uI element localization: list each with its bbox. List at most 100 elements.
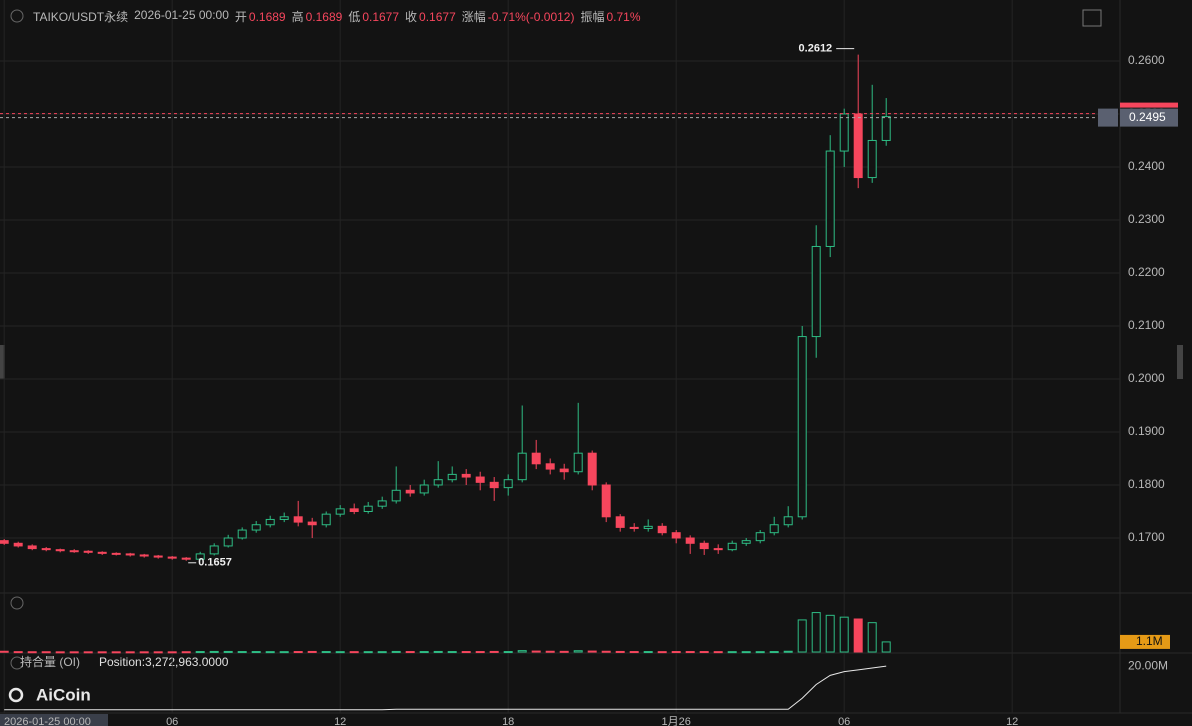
candle-body <box>307 521 317 526</box>
candle-body <box>839 113 849 152</box>
side-handle[interactable] <box>0 345 5 379</box>
candle-body <box>517 452 527 481</box>
volume-bar <box>237 651 247 654</box>
volume-bar <box>0 650 9 653</box>
collapse-icon[interactable] <box>10 596 24 610</box>
candle-body <box>573 452 583 473</box>
x-tick-label: 12 <box>1006 716 1018 726</box>
candle-body <box>867 139 877 179</box>
candle-body <box>181 557 191 560</box>
x-tick-label: 1月26 <box>662 716 691 726</box>
candle-body <box>741 540 751 544</box>
candle-body <box>27 545 37 550</box>
candle-body <box>125 553 135 556</box>
collapse-icon[interactable] <box>10 9 24 23</box>
candle-body <box>531 452 541 465</box>
volume-bar <box>97 651 107 654</box>
candle-body <box>671 532 681 539</box>
candle-body <box>419 484 429 494</box>
volume-bar <box>741 651 751 654</box>
volume-bar <box>461 651 471 654</box>
y-tick-label: 0.2400 <box>1128 159 1165 173</box>
candle-body <box>153 555 163 558</box>
volume-bar <box>377 651 387 654</box>
candle-body <box>489 481 499 489</box>
field-value: 0.1689 <box>305 10 343 24</box>
collapse-icon[interactable] <box>10 656 24 670</box>
field-value: 0.1689 <box>248 10 286 24</box>
volume-bar <box>769 651 779 654</box>
volume-bar <box>629 651 639 654</box>
candle-body <box>881 116 891 141</box>
logo-icon <box>8 687 24 703</box>
volume-bar <box>657 651 667 654</box>
volume-bar <box>279 651 289 654</box>
volume-bar <box>321 651 331 654</box>
volume-bar <box>517 650 527 653</box>
header-field: 低 0.1677 <box>348 8 399 25</box>
candle-body <box>643 525 653 529</box>
header-field: 收 0.1677 <box>405 8 456 25</box>
field-value: 0.1677 <box>362 10 400 24</box>
candle-body <box>167 556 177 559</box>
volume-bar <box>475 651 485 654</box>
field-value: -0.71%(-0.0012) <box>487 10 575 24</box>
candle-body <box>265 518 275 526</box>
volume-bar <box>251 651 261 654</box>
field-name: 振幅 <box>580 10 605 24</box>
candle-body <box>279 516 289 520</box>
volume-bar <box>685 651 695 654</box>
volume-bar <box>419 651 429 654</box>
candle-body <box>13 542 23 547</box>
symbol: TAIKO/USDT永续 <box>33 10 129 24</box>
candle-body <box>713 548 723 551</box>
y-tick-label: 0.1800 <box>1128 477 1165 491</box>
candle-body <box>699 542 709 550</box>
oi-line <box>4 665 887 711</box>
volume-bar <box>489 650 499 653</box>
candle-body <box>405 489 415 494</box>
candle-body <box>545 463 555 470</box>
volume-tick-box <box>1120 634 1170 649</box>
candle-body <box>0 540 9 544</box>
volume-bar <box>335 651 345 654</box>
volume-bar <box>69 651 79 654</box>
volume-bar <box>265 651 275 654</box>
candle-body <box>629 526 639 529</box>
volume-bar <box>181 651 191 654</box>
header-field: 涨幅 -0.71%(-0.0012) <box>462 8 575 25</box>
fullscreen-icon[interactable] <box>1082 9 1102 27</box>
x-tick-label: 06 <box>838 716 850 726</box>
volume-bar <box>83 651 93 654</box>
volume-bar <box>447 651 457 654</box>
volume-bar <box>363 651 373 654</box>
candle-body <box>783 516 793 526</box>
field-name: 收 <box>405 10 418 24</box>
candle-body <box>377 500 387 507</box>
candle-body <box>685 537 695 544</box>
volume-bar <box>699 651 709 654</box>
last-price-label: 0.2495 <box>1129 110 1166 124</box>
oi-position: Position:3,272,963.0000 <box>99 655 229 669</box>
volume-bar <box>405 651 415 654</box>
volume-bar <box>27 651 37 654</box>
volume-bar <box>601 650 611 653</box>
volume-bar <box>797 619 807 653</box>
volume-bar <box>559 650 569 653</box>
low-label: 0.1657 <box>198 557 232 569</box>
header-field: 开 0.1689 <box>235 8 286 25</box>
volume-bar <box>195 651 205 654</box>
candle-body <box>797 336 807 518</box>
candle-body <box>475 476 485 483</box>
side-handle[interactable] <box>1177 345 1183 379</box>
volume-bar <box>867 622 877 653</box>
volume-bar <box>307 650 317 653</box>
volume-bar <box>587 650 597 653</box>
volume-bar <box>727 651 737 654</box>
candle-body <box>321 513 331 526</box>
x-tick-label: 06 <box>166 716 178 726</box>
y-tick-label: 0.2200 <box>1128 265 1165 279</box>
